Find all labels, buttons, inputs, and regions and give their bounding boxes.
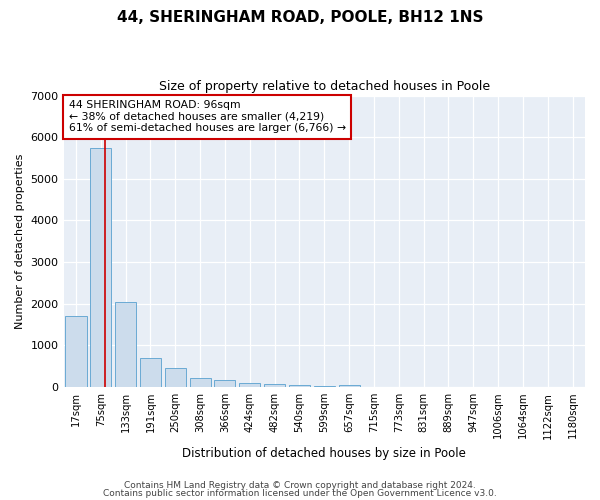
Title: Size of property relative to detached houses in Poole: Size of property relative to detached ho… <box>159 80 490 93</box>
Bar <box>65 316 86 387</box>
Bar <box>338 384 359 387</box>
Bar <box>140 358 161 387</box>
Bar <box>314 386 335 387</box>
Y-axis label: Number of detached properties: Number of detached properties <box>15 154 25 329</box>
X-axis label: Distribution of detached houses by size in Poole: Distribution of detached houses by size … <box>182 447 466 460</box>
Bar <box>264 384 285 387</box>
Text: 44, SHERINGHAM ROAD, POOLE, BH12 1NS: 44, SHERINGHAM ROAD, POOLE, BH12 1NS <box>117 10 483 25</box>
Bar <box>289 385 310 387</box>
Bar <box>165 368 186 387</box>
Bar <box>239 383 260 387</box>
Bar <box>214 380 235 387</box>
Text: Contains HM Land Registry data © Crown copyright and database right 2024.: Contains HM Land Registry data © Crown c… <box>124 481 476 490</box>
Bar <box>115 302 136 387</box>
Text: 44 SHERINGHAM ROAD: 96sqm
← 38% of detached houses are smaller (4,219)
61% of se: 44 SHERINGHAM ROAD: 96sqm ← 38% of detac… <box>69 100 346 133</box>
Bar <box>90 148 112 387</box>
Bar <box>190 378 211 387</box>
Text: Contains public sector information licensed under the Open Government Licence v3: Contains public sector information licen… <box>103 488 497 498</box>
